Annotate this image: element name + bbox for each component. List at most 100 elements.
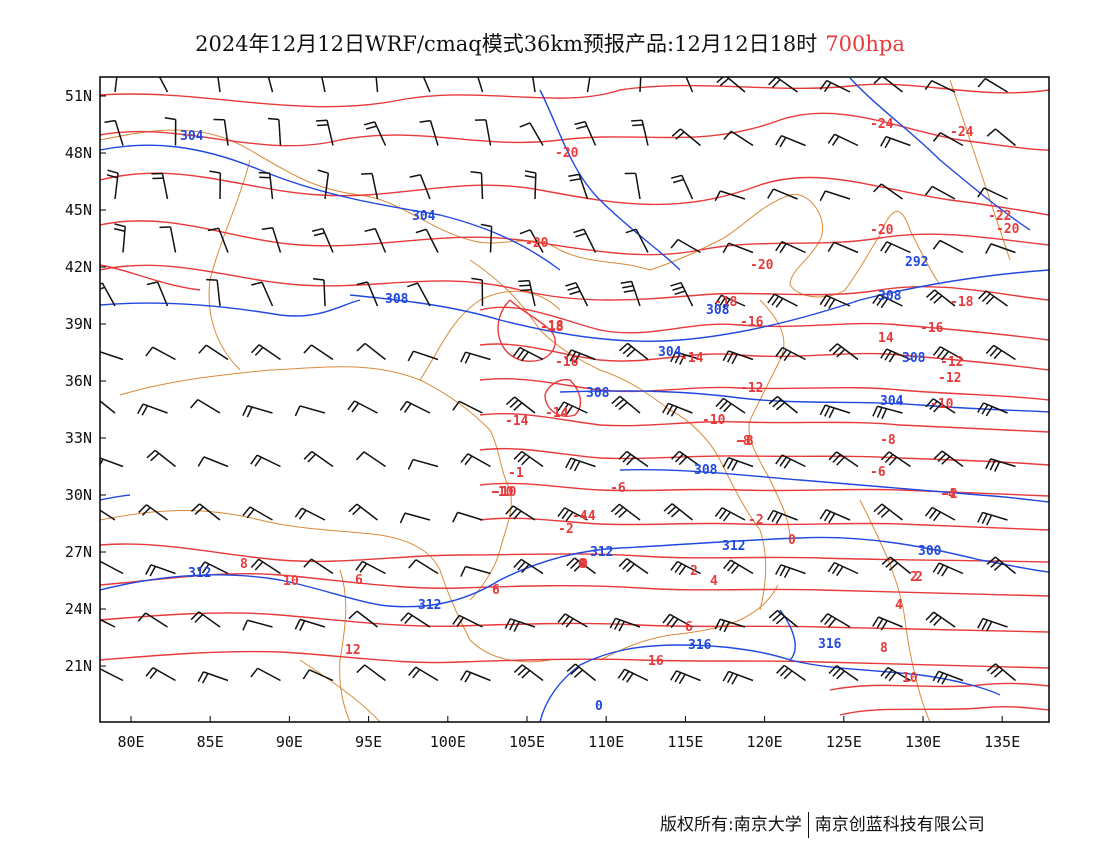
wind-barb (504, 618, 536, 632)
height-label: 292 (905, 255, 928, 270)
wind-barb (407, 282, 431, 307)
title-level: 700hpa (825, 32, 905, 56)
temp-label: 4 (710, 574, 718, 589)
wind-barb (625, 228, 649, 253)
temp-label: -4 (572, 509, 588, 524)
y-tick-label: 42N (65, 258, 92, 276)
temp-label: 14 (878, 331, 894, 346)
y-tick-label: 36N (65, 372, 92, 390)
height-label: 308 (878, 289, 902, 304)
wind-barb (985, 344, 1016, 361)
wind-barb (775, 454, 806, 469)
x-tick-label: 95E (355, 733, 382, 751)
wind-barb (557, 401, 588, 416)
wind-barb (880, 241, 911, 254)
wind-barb (104, 119, 124, 146)
wind-barb (985, 243, 1016, 254)
temp-label: 6 (355, 573, 363, 588)
y-tick-label: 51N (65, 87, 92, 105)
wind-barb (303, 558, 334, 575)
map-area (100, 77, 1049, 722)
chart-title: 2024年12月12日WRF/cmaq模式36km预报产品:12月12日18时 7… (0, 28, 1100, 58)
temp-label: 8 (240, 557, 248, 572)
wind-barb (294, 507, 326, 521)
wind-barb (316, 119, 334, 146)
wind-barb (145, 564, 176, 577)
wind-barb (261, 226, 282, 253)
wind-barb (209, 170, 222, 200)
temp-label: -4 (580, 509, 596, 524)
wind-barb (419, 119, 439, 146)
wind-barb (932, 562, 964, 577)
wind-barb (932, 346, 964, 361)
wind-barb (113, 223, 126, 253)
height-label: 312 (418, 598, 441, 613)
wind-barb (985, 458, 1016, 472)
wind-barb (258, 171, 274, 200)
wind-barb (145, 346, 176, 361)
wind-barb (767, 509, 798, 524)
wind-barb (977, 187, 1008, 200)
wind-barb (663, 503, 693, 521)
height-label: 308 (902, 351, 926, 366)
y-tick-label: 39N (65, 315, 92, 333)
wind-barb (932, 132, 964, 147)
wind-barb (452, 511, 483, 523)
height-label: 316 (818, 637, 842, 652)
temp-label: 10 (902, 671, 918, 686)
wind-barb (197, 671, 229, 684)
wind-barb (415, 228, 439, 253)
wind-barb (242, 405, 273, 418)
wind-barb (452, 614, 483, 628)
wind-barb (267, 77, 274, 93)
wind-barb (513, 664, 544, 682)
temp-label: -20 (525, 236, 549, 251)
wind-barb (311, 227, 334, 253)
wind-barb (768, 395, 798, 414)
wind-barb (828, 343, 859, 361)
wind-barb (714, 190, 746, 202)
wind-barb (670, 560, 701, 576)
wind-barb (399, 400, 431, 414)
wind-barb (408, 666, 439, 682)
height-label: 308 (385, 292, 409, 307)
wind-barb (662, 613, 693, 629)
wind-barb (505, 505, 536, 521)
wind-barb (670, 238, 701, 254)
wind-barb (819, 404, 851, 419)
wind-barb (925, 289, 956, 307)
temp-label: -12 (740, 381, 763, 396)
temp-label: -14 (680, 351, 704, 366)
wind-barb (716, 77, 746, 93)
wind-barb (775, 240, 806, 254)
wind-barb (348, 610, 378, 628)
wind-barb (250, 344, 281, 361)
wind-barb (722, 456, 754, 471)
wind-barb (480, 223, 493, 253)
height-labels: 304 304 308 308 308 308 304 304 312 312 … (180, 129, 942, 714)
wind-barb (986, 128, 1016, 147)
wind-barb (399, 512, 431, 524)
wind-barb (460, 565, 491, 577)
temp-label: -2 (942, 487, 958, 502)
wind-barb (470, 170, 484, 200)
temp-label: -10 (702, 413, 726, 428)
wind-barb (565, 281, 589, 307)
wind-barb (146, 281, 169, 307)
wind-barb (145, 667, 176, 682)
wind-barb (471, 277, 484, 307)
temp-label: -18 (540, 320, 564, 335)
wind-barb (207, 227, 229, 253)
temp-label: -2 (748, 513, 764, 528)
wind-barb (356, 664, 386, 682)
height-label: 304 (180, 129, 204, 144)
wind-barb (977, 511, 1008, 526)
copyright-left: 版权所有:南京大学 (660, 815, 802, 835)
wind-barb (933, 450, 964, 468)
wind-barb (881, 556, 911, 575)
wind-barb (422, 77, 431, 93)
wind-barb (619, 342, 649, 361)
wind-barb (819, 294, 851, 309)
temp-label: -4 (940, 487, 956, 502)
y-tick-label: 48N (65, 144, 92, 162)
